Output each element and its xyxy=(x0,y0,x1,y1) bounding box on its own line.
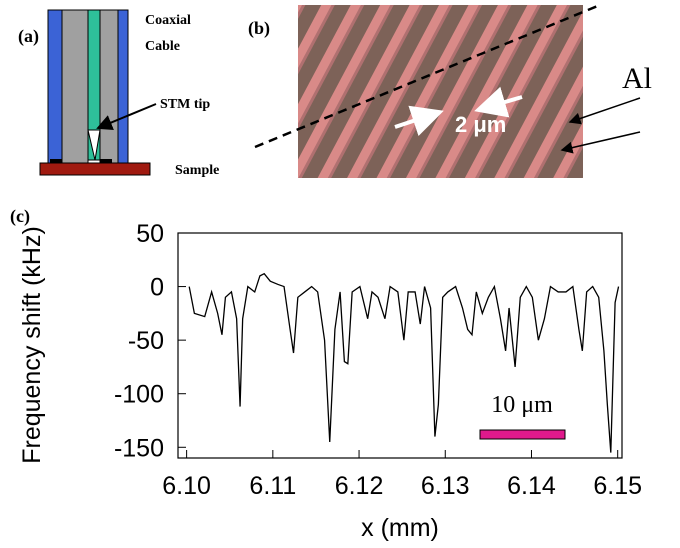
y-tick-label: -100 xyxy=(114,381,164,409)
x-axis-label: x (mm) xyxy=(361,514,439,542)
panel-b: (b) 2 μm Al xyxy=(248,3,652,178)
x-tick-label: 6.10 xyxy=(162,472,211,500)
panel-label: (a) xyxy=(18,26,39,47)
spacing-label: 2 μm xyxy=(455,112,506,137)
contact xyxy=(50,159,62,163)
y-tick-label: -50 xyxy=(128,327,164,355)
cable-dielectric xyxy=(99,9,119,169)
cable-label: Cable xyxy=(145,39,180,54)
tip-label: STM tip xyxy=(160,97,210,112)
panel-a: (a) Coaxial Cable STM tip Sample xyxy=(18,9,219,178)
cable-shield xyxy=(47,9,63,169)
stm-tip xyxy=(87,129,101,161)
cable-dielectric xyxy=(61,9,89,169)
y-tick-label: 50 xyxy=(136,220,164,248)
arrow xyxy=(560,131,641,154)
dashed-line xyxy=(254,3,601,149)
annotation: 10 μm xyxy=(491,392,553,418)
arrow xyxy=(474,86,523,118)
arrow xyxy=(394,105,444,137)
micrograph xyxy=(298,5,583,178)
cable-label: Coaxial xyxy=(145,13,191,28)
x-tick-label: 6.13 xyxy=(421,472,470,500)
sample-label: Sample xyxy=(175,163,219,178)
y-tick-label: 0 xyxy=(150,274,164,302)
x-tick-label: 6.15 xyxy=(593,472,642,500)
material-label: Al xyxy=(622,62,652,95)
y-tick-label: -150 xyxy=(114,434,164,462)
contact xyxy=(100,159,112,163)
cable-shield xyxy=(117,9,129,169)
x-tick-label: 6.14 xyxy=(507,472,556,500)
sample xyxy=(39,162,151,176)
scale-bar xyxy=(479,429,566,440)
y-axis-label: Frequency shift (kHz) xyxy=(18,226,46,464)
arrow xyxy=(568,97,641,125)
x-tick-label: 6.12 xyxy=(335,472,384,500)
plot-frame xyxy=(177,232,623,459)
arrow xyxy=(96,103,157,131)
data-line xyxy=(188,272,620,453)
panel-label: (c) xyxy=(10,206,30,227)
panel-label: (b) xyxy=(248,18,270,39)
x-tick-label: 6.11 xyxy=(249,472,296,500)
